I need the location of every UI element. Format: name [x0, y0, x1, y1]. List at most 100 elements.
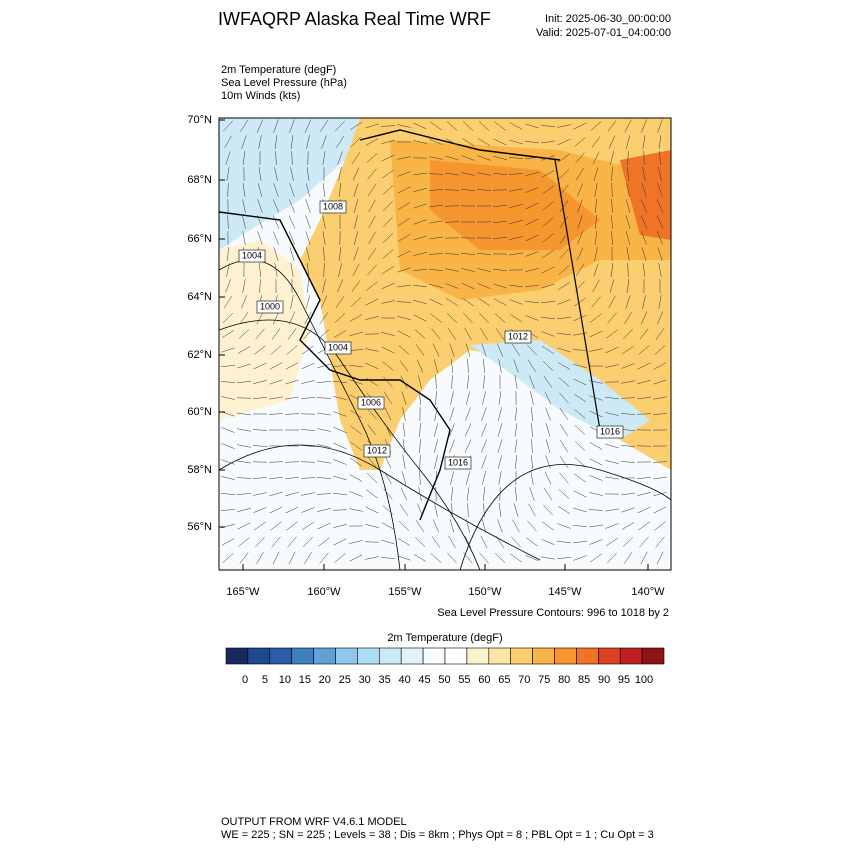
wind-barb: [653, 396, 667, 400]
wind-barb: [271, 328, 281, 340]
wind-barb: [449, 439, 455, 453]
wind-barb: [254, 521, 266, 531]
wind-barb: [349, 314, 363, 322]
wind-barb: [366, 153, 378, 163]
wind-barb: [467, 359, 469, 373]
wind-barb: [397, 330, 411, 338]
wind-barb: [624, 119, 632, 133]
wind-barb: [221, 459, 235, 465]
wind-barb: [349, 554, 363, 562]
wind-barb: [289, 119, 295, 133]
wind-barb: [621, 444, 635, 448]
wind-barb: [401, 471, 407, 485]
wind-barb: [605, 476, 619, 480]
wind-barb: [320, 119, 328, 133]
wind-barb: [446, 121, 458, 131]
wind-barb: [302, 536, 314, 548]
wind-barb: [606, 537, 618, 547]
wind-barb: [530, 471, 534, 485]
wind-barb: [382, 249, 394, 259]
wind-barb: [656, 551, 664, 565]
wind-barb: [589, 380, 603, 384]
wind-barb: [365, 506, 379, 514]
wind-barb: [236, 477, 252, 479]
wind-barb: [464, 439, 472, 453]
wind-barb: [253, 492, 267, 496]
wind-barb: [464, 327, 472, 341]
wind-barb: [611, 231, 613, 245]
wind-barb: [305, 295, 311, 309]
wind-barb: [444, 221, 460, 223]
map-field: [219, 118, 671, 570]
wind-barb: [288, 215, 296, 229]
colorbar-label: 20: [319, 674, 331, 686]
wind-barb: [433, 519, 439, 533]
wind-barb: [317, 428, 331, 432]
wind-barb: [610, 151, 614, 165]
wind-barb: [461, 155, 475, 161]
colorbar-label: 95: [618, 674, 630, 686]
wind-barb: [334, 313, 346, 323]
wind-barb: [413, 140, 427, 144]
wind-barb: [461, 172, 475, 176]
wind-barb: [525, 554, 539, 562]
wind-barb: [271, 536, 281, 548]
wind-barb: [576, 183, 584, 197]
wind-barb: [397, 186, 411, 194]
wind-barb: [383, 488, 393, 500]
wind-barb: [461, 282, 475, 290]
wind-barb: [397, 315, 411, 321]
wind-barb: [652, 461, 668, 463]
wind-barb: [239, 552, 249, 564]
wind-barb: [413, 314, 427, 322]
wind-barb: [481, 343, 487, 357]
wind-barb: [589, 458, 603, 466]
wind-barb: [446, 312, 458, 324]
wind-barb: [338, 247, 342, 261]
wind-barb: [397, 267, 411, 273]
wind-barb: [559, 456, 569, 468]
wind-barb: [350, 136, 362, 148]
wind-barb: [482, 391, 486, 405]
colorbar-label: 45: [418, 674, 430, 686]
wind-barb: [429, 189, 443, 191]
wind-barb: [464, 535, 472, 549]
wind-barb: [429, 236, 443, 240]
wind-barb: [286, 345, 298, 355]
wind-barb: [237, 380, 251, 384]
wind-barb: [302, 521, 314, 531]
init-time: Init: 2025-06-30_00:00:00: [545, 13, 671, 25]
wind-barb: [641, 215, 647, 229]
wind-barb: [418, 375, 422, 389]
wind-barb: [354, 215, 358, 229]
wind-barb: [575, 152, 585, 164]
wind-barb: [367, 183, 377, 197]
wind-barb: [317, 412, 331, 416]
wind-barb: [493, 268, 507, 272]
wind-barb: [306, 167, 310, 181]
wind-barb: [380, 557, 396, 559]
wind-barb: [607, 312, 617, 324]
colorbar-swatch: [466, 647, 490, 665]
colorbar-swatch: [422, 647, 446, 665]
wind-barb: [545, 455, 551, 469]
wind-barb: [227, 247, 229, 261]
wind-barb: [256, 119, 264, 133]
colorbar-title: 2m Temperature (degF): [387, 632, 502, 644]
wind-barb: [593, 263, 599, 277]
wind-barb: [605, 364, 619, 368]
wind-barb: [221, 493, 235, 495]
lat-label: 64°N: [187, 291, 212, 303]
wind-barb: [493, 298, 507, 306]
wind-barb: [482, 487, 486, 501]
wind-barb: [498, 407, 502, 421]
wind-barb: [290, 295, 294, 309]
wind-barb: [316, 397, 332, 399]
contour-label: 1012: [508, 331, 528, 341]
wind-barb: [400, 375, 408, 389]
wind-barb: [269, 506, 283, 514]
field-label: Sea Level Pressure (hPa): [221, 77, 347, 89]
wind-barb: [497, 519, 503, 533]
wind-barb: [642, 135, 646, 149]
wind-barb: [461, 138, 475, 146]
